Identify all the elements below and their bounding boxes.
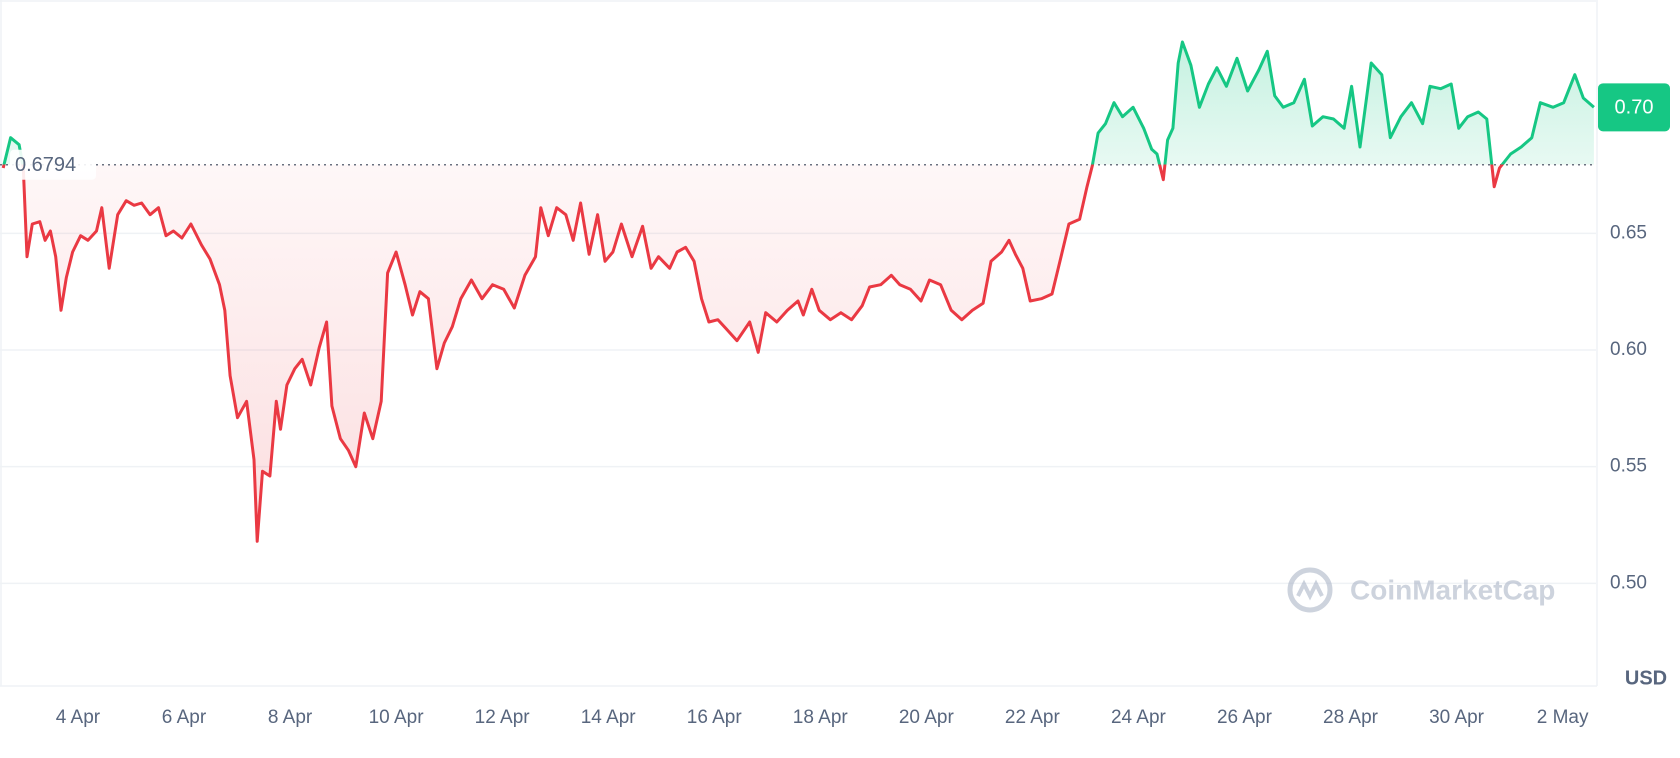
price-line (1, 40, 1595, 543)
baseline-label: 0.6794 (15, 154, 76, 176)
x-tick-label: 10 Apr (369, 707, 425, 728)
x-tick-label: 6 Apr (162, 707, 207, 728)
x-tick-label: 14 Apr (581, 707, 637, 728)
x-tick-label: 20 Apr (899, 707, 955, 728)
x-tick-label: 4 Apr (56, 707, 101, 728)
watermark-text: CoinMarketCap (1350, 574, 1555, 605)
current-price-badge (1598, 83, 1670, 132)
x-tick-label: 18 Apr (793, 707, 849, 728)
watermark-logo (1287, 567, 1333, 613)
x-tick-label: 2 May (1537, 707, 1589, 728)
watermark: CoinMarketCap (1287, 567, 1555, 613)
y-tick-label: 0.65 (1610, 222, 1647, 243)
area-fill (3, 42, 1594, 542)
baseline-label-bg (10, 149, 96, 180)
marks (0, 40, 1596, 543)
current-price-label: 0.70 (1615, 97, 1654, 119)
watermark-logo-mark (1296, 579, 1324, 601)
x-tick-label: 12 Apr (475, 707, 531, 728)
x-tick-label: 16 Apr (687, 707, 743, 728)
y-tick-label: 0.60 (1610, 339, 1647, 360)
x-tick-label: 28 Apr (1323, 707, 1379, 728)
x-tick-label: 26 Apr (1217, 707, 1273, 728)
unit-label: USD (1625, 667, 1667, 689)
x-tick-label: 30 Apr (1429, 707, 1485, 728)
x-tick-label: 22 Apr (1005, 707, 1061, 728)
x-tick-label: 24 Apr (1111, 707, 1167, 728)
y-tick-label: 0.55 (1610, 456, 1647, 477)
x-tick-label: 8 Apr (268, 707, 313, 728)
y-tick-label: 0.50 (1610, 572, 1647, 593)
